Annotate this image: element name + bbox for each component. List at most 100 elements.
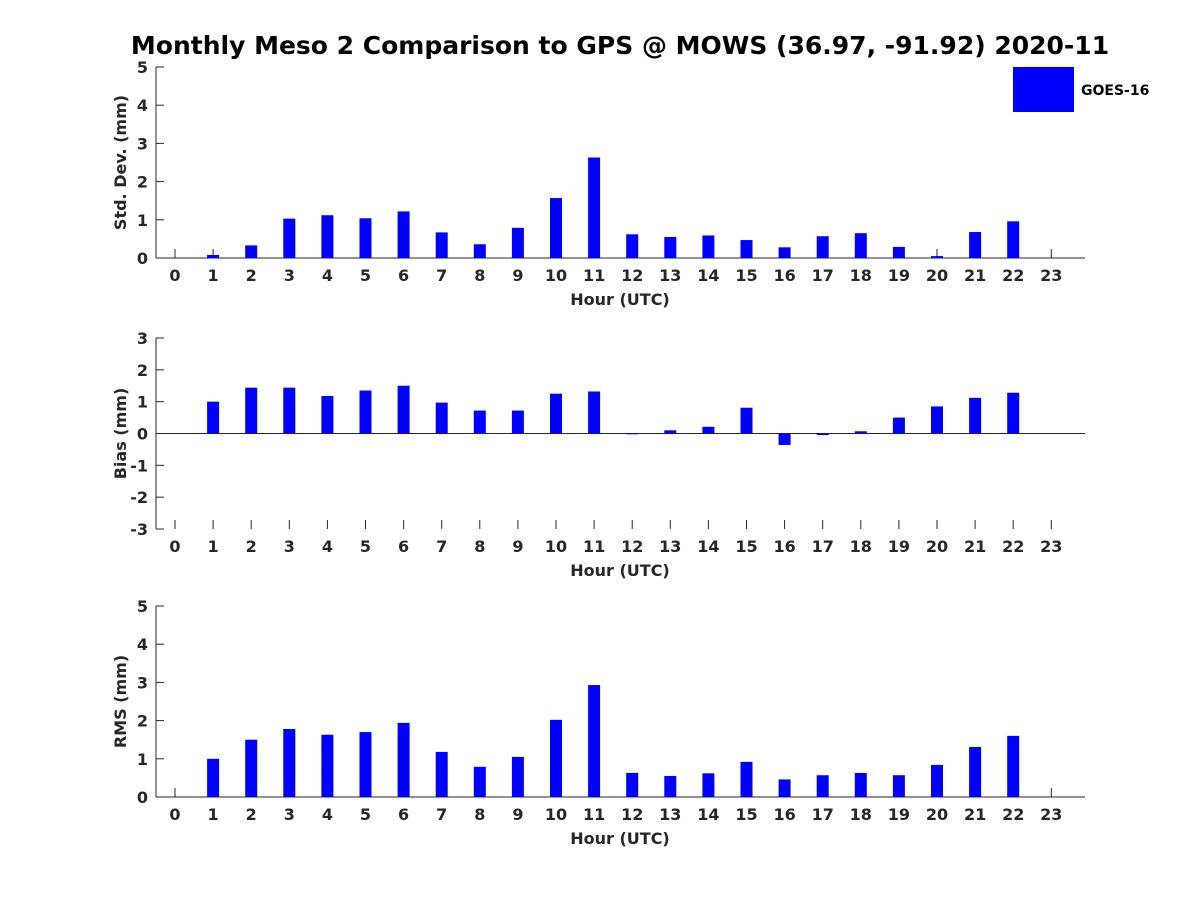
x-tick-label: 23: [1040, 266, 1062, 285]
bar-rms-hour-6: [397, 722, 410, 797]
x-tick-label: 4: [322, 537, 333, 556]
x-axis-label: Hour (UTC): [570, 290, 670, 309]
bar-bias-hour-14: [702, 426, 715, 434]
bar-bias-hour-2: [245, 387, 258, 434]
y-tick-label: 0: [137, 425, 148, 444]
y-tick-label: 2: [137, 712, 148, 731]
bar-rms-hour-19: [892, 775, 905, 797]
bar-rms-hour-22: [1007, 735, 1020, 797]
bar-rms-hour-11: [588, 685, 601, 797]
bar-rms-hour-20: [931, 764, 943, 797]
bar-std-dev-hour-5: [359, 218, 372, 258]
x-tick-label: 18: [850, 266, 872, 285]
y-axis-label: Std. Dev. (mm): [111, 95, 130, 230]
x-tick-label: 14: [697, 537, 719, 556]
bar-rms-hour-18: [854, 772, 867, 797]
bar-rms-hour-16: [778, 779, 791, 797]
bar-bias-hour-4: [321, 395, 334, 434]
bar-std-dev-hour-21: [969, 232, 982, 258]
x-tick-label: 21: [964, 537, 986, 556]
x-tick-label: 8: [474, 537, 485, 556]
y-tick-label: -3: [130, 520, 148, 539]
x-tick-label: 17: [812, 805, 834, 824]
bar-bias-hour-19: [892, 417, 905, 434]
y-tick-label: 5: [137, 58, 148, 77]
x-tick-label: 15: [735, 266, 757, 285]
bar-bias-hour-20: [931, 406, 943, 434]
x-tick-label: 18: [850, 805, 872, 824]
bar-rms-hour-12: [626, 772, 639, 797]
y-tick-label: 1: [137, 211, 148, 230]
y-tick-label: 1: [137, 393, 148, 412]
bar-std-dev-hour-6: [397, 211, 410, 258]
y-tick-label: 0: [137, 788, 148, 807]
x-tick-label: 22: [1002, 537, 1024, 556]
x-tick-label: 2: [246, 805, 257, 824]
x-tick-label: 10: [545, 266, 567, 285]
bar-rms-hour-2: [245, 739, 258, 797]
bar-bias-hour-18: [854, 431, 867, 434]
x-tick-label: 21: [964, 805, 986, 824]
y-tick-label: 2: [137, 361, 148, 380]
bar-rms-hour-21: [969, 746, 982, 797]
bar-std-dev-hour-18: [854, 233, 867, 258]
y-tick-label: 4: [137, 96, 148, 115]
bar-std-dev-hour-22: [1007, 221, 1020, 258]
x-tick-label: 20: [926, 266, 948, 285]
x-tick-label: 10: [545, 805, 567, 824]
x-tick-label: 12: [621, 266, 643, 285]
x-tick-label: 1: [208, 266, 219, 285]
x-tick-label: 7: [436, 805, 447, 824]
y-tick-label: 3: [137, 329, 148, 348]
bar-std-dev-hour-19: [892, 246, 905, 258]
x-tick-label: 9: [512, 805, 523, 824]
x-tick-label: 7: [436, 537, 447, 556]
x-tick-label: 14: [697, 805, 719, 824]
x-tick-label: 18: [850, 537, 872, 556]
x-tick-label: 16: [773, 266, 795, 285]
x-tick-label: 17: [812, 266, 834, 285]
bar-bias-hour-3: [283, 387, 296, 434]
x-tick-label: 17: [812, 537, 834, 556]
x-tick-label: 13: [659, 266, 681, 285]
bar-bias-hour-11: [588, 391, 601, 434]
y-tick-label: -1: [130, 456, 148, 475]
bar-bias-hour-22: [1007, 392, 1020, 434]
x-tick-label: 8: [474, 805, 485, 824]
bar-std-dev-hour-15: [740, 240, 753, 258]
bar-rms-hour-4: [321, 734, 334, 797]
bar-std-dev-hour-3: [283, 218, 296, 258]
bar-std-dev-hour-17: [816, 236, 829, 258]
x-tick-label: 5: [360, 266, 371, 285]
bar-bias-hour-8: [473, 410, 486, 434]
x-tick-label: 9: [512, 266, 523, 285]
bar-rms-hour-14: [702, 773, 715, 797]
x-axis-label: Hour (UTC): [570, 829, 670, 848]
bar-std-dev-hour-4: [321, 215, 334, 258]
bar-std-dev-hour-16: [778, 247, 791, 258]
bar-rms-hour-3: [283, 729, 296, 797]
x-tick-label: 9: [512, 537, 523, 556]
x-tick-label: 6: [398, 805, 409, 824]
x-tick-label: 19: [888, 537, 910, 556]
y-axis-label: Bias (mm): [111, 388, 130, 480]
x-tick-label: 5: [360, 805, 371, 824]
x-tick-label: 20: [926, 805, 948, 824]
y-tick-label: 0: [137, 249, 148, 268]
x-tick-label: 8: [474, 266, 485, 285]
legend: GOES-16: [1013, 67, 1149, 112]
x-tick-label: 16: [773, 537, 795, 556]
bar-std-dev-hour-7: [435, 232, 448, 258]
x-tick-label: 0: [169, 537, 180, 556]
x-tick-label: 0: [169, 805, 180, 824]
x-tick-label: 2: [246, 266, 257, 285]
bar-bias-hour-10: [550, 393, 562, 434]
x-tick-label: 20: [926, 537, 948, 556]
bar-std-dev-hour-12: [626, 234, 639, 258]
bar-rms-hour-7: [435, 751, 448, 797]
x-tick-label: 19: [888, 266, 910, 285]
